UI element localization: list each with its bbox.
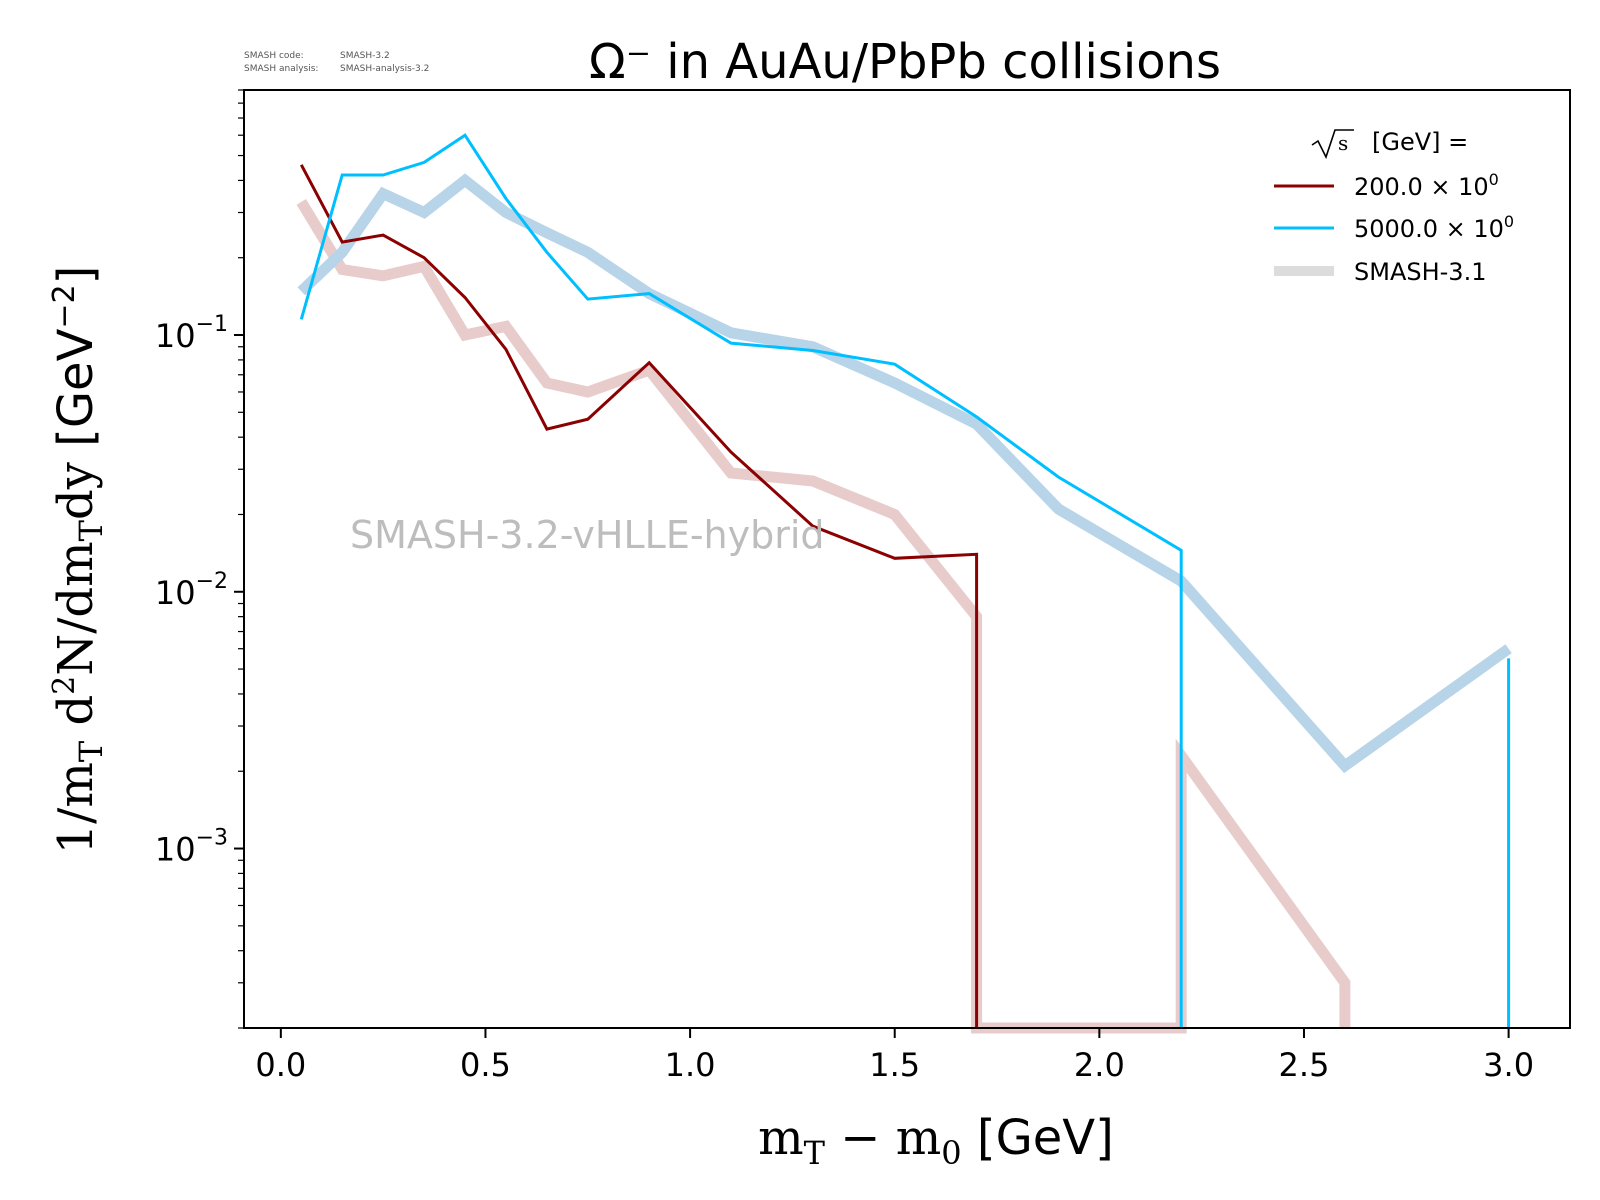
watermark-label: SMASH-3.2-vHLLE-hybrid (350, 513, 825, 557)
y-tick-label: 10−3 (155, 826, 228, 869)
x-tick-label: 1.0 (665, 1046, 716, 1084)
legend-label-5000: 5000.0 × 100 (1354, 212, 1514, 243)
x-axis-label: mT − m0 [GeV] (758, 1110, 1114, 1172)
smash-analysis-value: SMASH-analysis-3.2 (340, 64, 429, 74)
series-line-200 (299, 164, 979, 1028)
x-tick-label: 2.0 (1074, 1046, 1125, 1084)
y-axis-ticks: 10−1 10−2 10−3 (155, 89, 244, 1029)
x-tick-label: 0.5 (460, 1046, 511, 1084)
svg-text:s: s (1338, 131, 1348, 155)
legend-title-text: [GeV] = (1372, 128, 1468, 156)
x-tick-label: 1.5 (869, 1046, 920, 1084)
legend-label-200: 200.0 × 100 (1354, 170, 1499, 201)
x-tick-label: 0.0 (255, 1046, 306, 1084)
legend-label-smash-3-1: SMASH-3.1 (1354, 258, 1486, 286)
smash-code-value: SMASH-3.2 (340, 51, 390, 61)
y-axis-label: 1/mT d2N/dmTdy [GeV−2] (47, 266, 110, 855)
plot-frame (243, 89, 1571, 1029)
series-layer (299, 133, 1511, 1028)
legend: s [GeV] = 200.0 × 100 5000.0 × 100 SMASH… (1274, 128, 1514, 286)
smash-analysis-label: SMASH analysis: (244, 64, 318, 74)
legend-title: s [GeV] = (1311, 128, 1468, 160)
x-axis-ticks: 0.0 0.5 1.0 1.5 2.0 2.5 3.0 (255, 1028, 1534, 1084)
y-tick-label: 10−1 (155, 312, 228, 355)
x-tick-label: 3.0 (1483, 1046, 1534, 1084)
reference-series-layer (296, 173, 1512, 1034)
y-tick-label: 10−2 (155, 569, 228, 612)
x-tick-label: 2.5 (1279, 1046, 1330, 1084)
chart-title: Ω⁻ in AuAu/PbPb collisions (589, 34, 1221, 90)
sqrt-icon (1311, 129, 1354, 160)
smash-code-label: SMASH code: (244, 51, 304, 61)
series-line-5000 (299, 133, 1511, 1028)
series-line-smash-3-1-ref-0 (296, 199, 1351, 1034)
